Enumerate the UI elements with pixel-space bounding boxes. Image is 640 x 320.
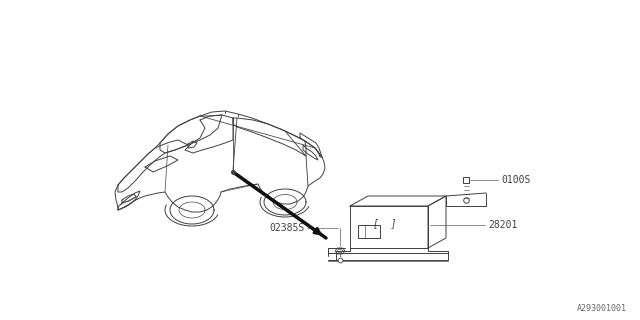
- Text: 0100S: 0100S: [501, 175, 531, 185]
- Text: A293001001: A293001001: [577, 304, 627, 313]
- Text: 28201: 28201: [488, 220, 517, 230]
- Text: [  ]: [ ]: [373, 218, 397, 228]
- Text: 02385S: 02385S: [269, 223, 305, 233]
